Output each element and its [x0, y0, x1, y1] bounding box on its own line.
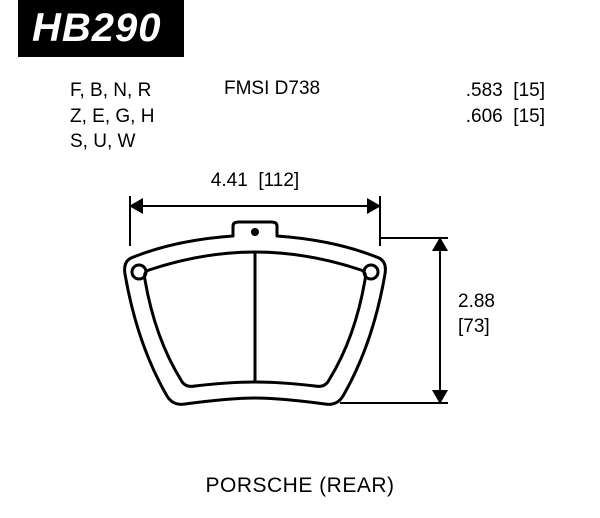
thickness-in: .606: [466, 106, 503, 127]
codes-line: Z, E, G, H: [70, 104, 154, 130]
arrow-left-icon: [129, 198, 143, 214]
brake-pad-outline: [115, 220, 395, 420]
arrow-up-icon: [432, 237, 448, 251]
width-mm: [112]: [258, 170, 299, 191]
width-dim-line: [130, 196, 380, 216]
width-label: 4.41 [112]: [130, 170, 380, 192]
arrow-down-icon: [432, 390, 448, 404]
codes-line: F, B, N, R: [70, 78, 154, 104]
height-in: 2.88: [458, 290, 495, 315]
height-label: 2.88 [73]: [458, 290, 495, 339]
fmsi-code: FMSI D738: [224, 78, 320, 100]
thickness-mm: [15]: [513, 80, 545, 101]
codes-line: S, U, W: [70, 129, 154, 155]
thickness-row: .606 [15]: [466, 104, 545, 130]
caption: PORSCHE (REAR): [0, 474, 600, 498]
compound-codes: F, B, N, R Z, E, G, H S, U, W: [70, 78, 154, 155]
height-mm: [73]: [458, 315, 495, 340]
width-in: 4.41: [211, 170, 248, 191]
thickness-row: .583 [15]: [466, 78, 545, 104]
thickness-mm: [15]: [513, 106, 545, 127]
thickness-in: .583: [466, 80, 503, 101]
width-dimension: 4.41 [112]: [130, 170, 380, 216]
diagram-area: 4.41 [112] 2.88 [73]: [0, 170, 600, 480]
part-number-title: HB290: [18, 0, 184, 57]
thickness-values: .583 [15] .606 [15]: [466, 78, 545, 129]
height-dim-line: [439, 238, 441, 403]
